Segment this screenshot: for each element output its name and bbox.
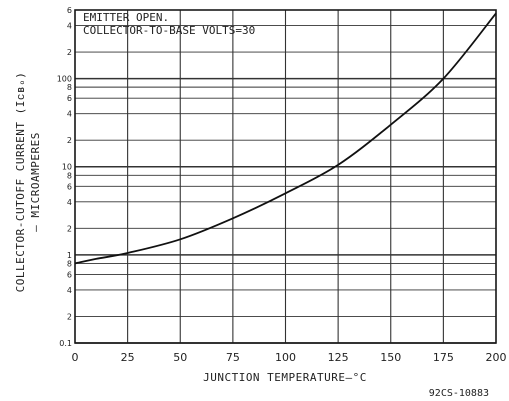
y-tick-label: 2 <box>67 224 72 233</box>
x-tick-label: 125 <box>328 351 349 364</box>
y-tick-label: 6 <box>67 182 72 191</box>
x-tick-label: 75 <box>226 351 240 364</box>
y-tick-label: 100 <box>57 75 72 84</box>
y-tick-label: 8 <box>67 83 72 92</box>
figure-id: 92CS-10883 <box>429 388 489 399</box>
annotation-line-2: COLLECTOR-TO-BASE VOLTS=30 <box>83 24 255 37</box>
x-tick-label: 0 <box>72 351 79 364</box>
x-tick-label: 175 <box>433 351 454 364</box>
y-tick-label: 8 <box>67 171 72 180</box>
y-tick-label: 4 <box>67 22 72 31</box>
y-tick-label: 10 <box>62 163 72 172</box>
series-line <box>74 12 497 265</box>
grid <box>74 9 497 344</box>
x-tick-label: 100 <box>275 351 296 364</box>
y-tick-label: 4 <box>67 286 72 295</box>
y-tick-label: 2 <box>67 136 72 145</box>
y-axis-label-line-2: — MICROAMPERES <box>29 132 42 232</box>
x-tick-label: 50 <box>173 351 187 364</box>
y-tick-label: 2 <box>67 312 72 321</box>
x-tick-label: 200 <box>486 351 507 364</box>
plot-frame <box>74 9 497 344</box>
y-axis-label-line-1: COLLECTOR-CUTOFF CURRENT (Iᴄʙₒ) <box>14 72 27 293</box>
y-tick-label: 1 <box>67 251 72 260</box>
y-tick-label: 6 <box>67 270 72 279</box>
y-tick-label: 4 <box>67 198 72 207</box>
y-tick-label: 6 <box>67 94 72 103</box>
annotation-line-1: EMITTER OPEN. <box>83 11 169 24</box>
y-tick-label: 8 <box>67 259 72 268</box>
x-tick-label: 25 <box>121 351 135 364</box>
y-tick-label: 6 <box>67 6 72 15</box>
y-tick-label: 2 <box>67 48 72 57</box>
y-tick-label: 4 <box>67 110 72 119</box>
y-tick-label: 0.1 <box>59 339 72 348</box>
x-tick-labels: 0 25 50 75 100 125 150 175 200 <box>72 351 507 364</box>
x-tick-label: 150 <box>380 351 401 364</box>
x-axis-label: JUNCTION TEMPERATURE—°C <box>203 371 367 384</box>
